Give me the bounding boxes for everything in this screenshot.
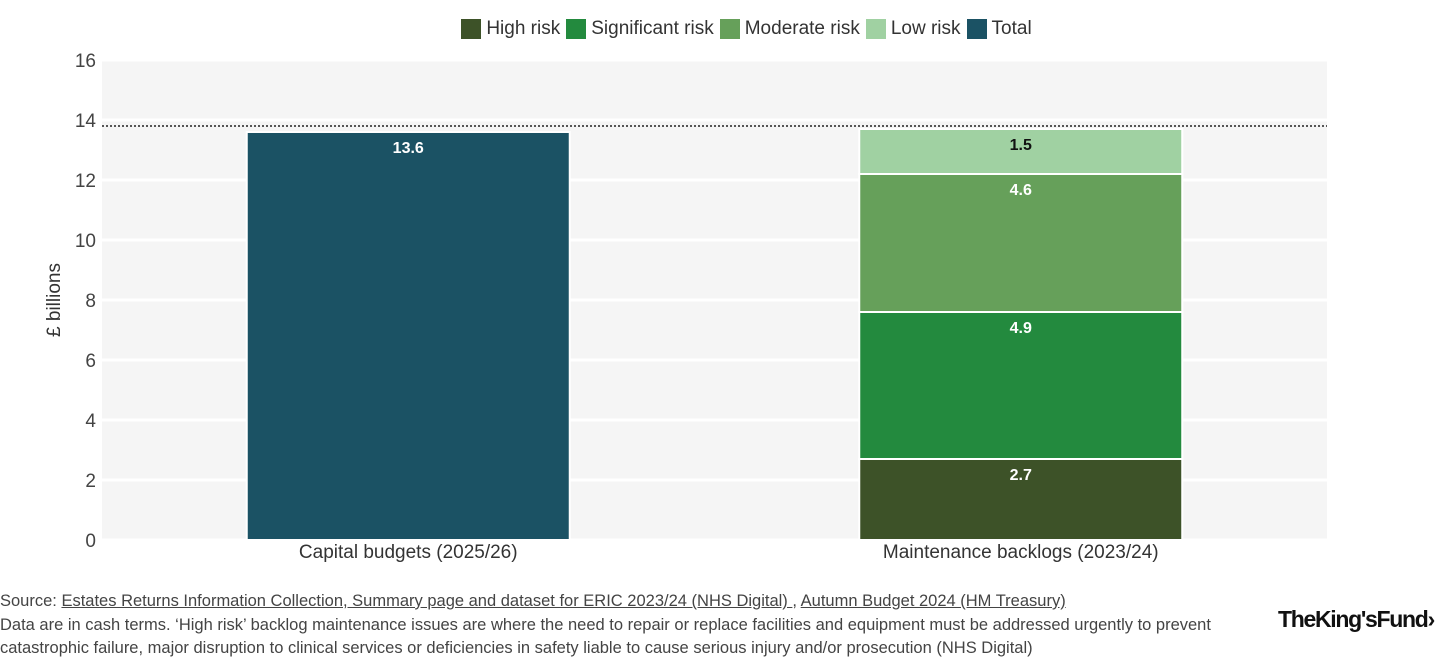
legend-label: High risk — [486, 18, 561, 39]
source-prefix: Source: — [0, 592, 62, 610]
source-link-budget[interactable]: Autumn Budget 2024 (HM Treasury) — [800, 592, 1066, 610]
y-tick-label-8: 8 — [85, 291, 96, 312]
source-line: Source: Estates Returns Information Coll… — [0, 590, 1211, 614]
bar-high-risk-1 — [858, 458, 1184, 541]
legend-item-high-risk: High risk — [461, 18, 560, 40]
y-tick-label-6: 6 — [85, 351, 96, 372]
y-tick-label-0: 0 — [85, 531, 96, 552]
source-link-eric[interactable]: Estates Returns Information Collection, … — [61, 592, 793, 610]
data-label-total-0: 13.6 — [393, 140, 424, 157]
bar-total-0 — [245, 131, 571, 541]
chart: 0 2 4 6 8 10 12 14 16 £ billions 13.6 Capital budge… — [44, 51, 1327, 563]
kings-fund-logo: TheKing'sFund› — [1278, 606, 1436, 633]
x-tick-label-1: Maintenance backlogs (2023/24) — [883, 542, 1159, 563]
y-tick-label-2: 2 — [85, 471, 96, 492]
legend-swatch — [966, 19, 987, 39]
logo-text: TheKing'sFund — [1278, 606, 1429, 632]
bar-moderate-risk-1 — [858, 173, 1184, 313]
legend-item-low-risk: Low risk — [865, 18, 961, 40]
y-tick-label-14: 14 — [75, 111, 97, 132]
data-label-high-risk-1: 2.7 — [1010, 467, 1032, 484]
logo-chevron-icon: › — [1427, 606, 1436, 632]
legend-item-total: Total — [966, 18, 1032, 40]
y-tick-label-4: 4 — [85, 411, 96, 432]
legend-swatch — [719, 19, 740, 39]
y-tick-label-12: 12 — [75, 171, 96, 192]
y-axis-label: £ billions — [44, 263, 65, 337]
bar-low-risk-1 — [858, 128, 1184, 175]
legend-swatch — [865, 19, 886, 39]
y-tick-label-16: 16 — [75, 51, 96, 72]
data-label-significant-risk-1: 4.9 — [1010, 320, 1032, 337]
legend-label: Total — [991, 18, 1032, 39]
bar-significant-risk-1 — [858, 311, 1184, 460]
legend: High risk Significant risk Moderate risk Lo… — [0, 18, 1449, 40]
data-label-low-risk-1: 1.5 — [1010, 137, 1032, 154]
legend-item-significant-risk: Significant risk — [566, 18, 714, 40]
y-tick-label-10: 10 — [75, 231, 96, 252]
legend-label: Moderate risk — [744, 18, 860, 39]
note-line-1: Data are in cash terms. ‘High risk’ back… — [0, 615, 1211, 634]
data-label-moderate-risk-1: 4.6 — [1010, 182, 1032, 199]
legend-label: Low risk — [890, 18, 961, 39]
footer: Source: Estates Returns Information Coll… — [0, 590, 1211, 661]
legend-label: Significant risk — [591, 18, 714, 39]
legend-swatch — [461, 19, 482, 39]
x-tick-label-0: Capital budgets (2025/26) — [299, 542, 518, 563]
source-separator: , — [792, 592, 801, 610]
legend-swatch — [566, 19, 587, 39]
legend-item-moderate-risk: Moderate risk — [719, 18, 860, 40]
note-line-2: catastrophic failure, major disruption t… — [0, 639, 1033, 657]
